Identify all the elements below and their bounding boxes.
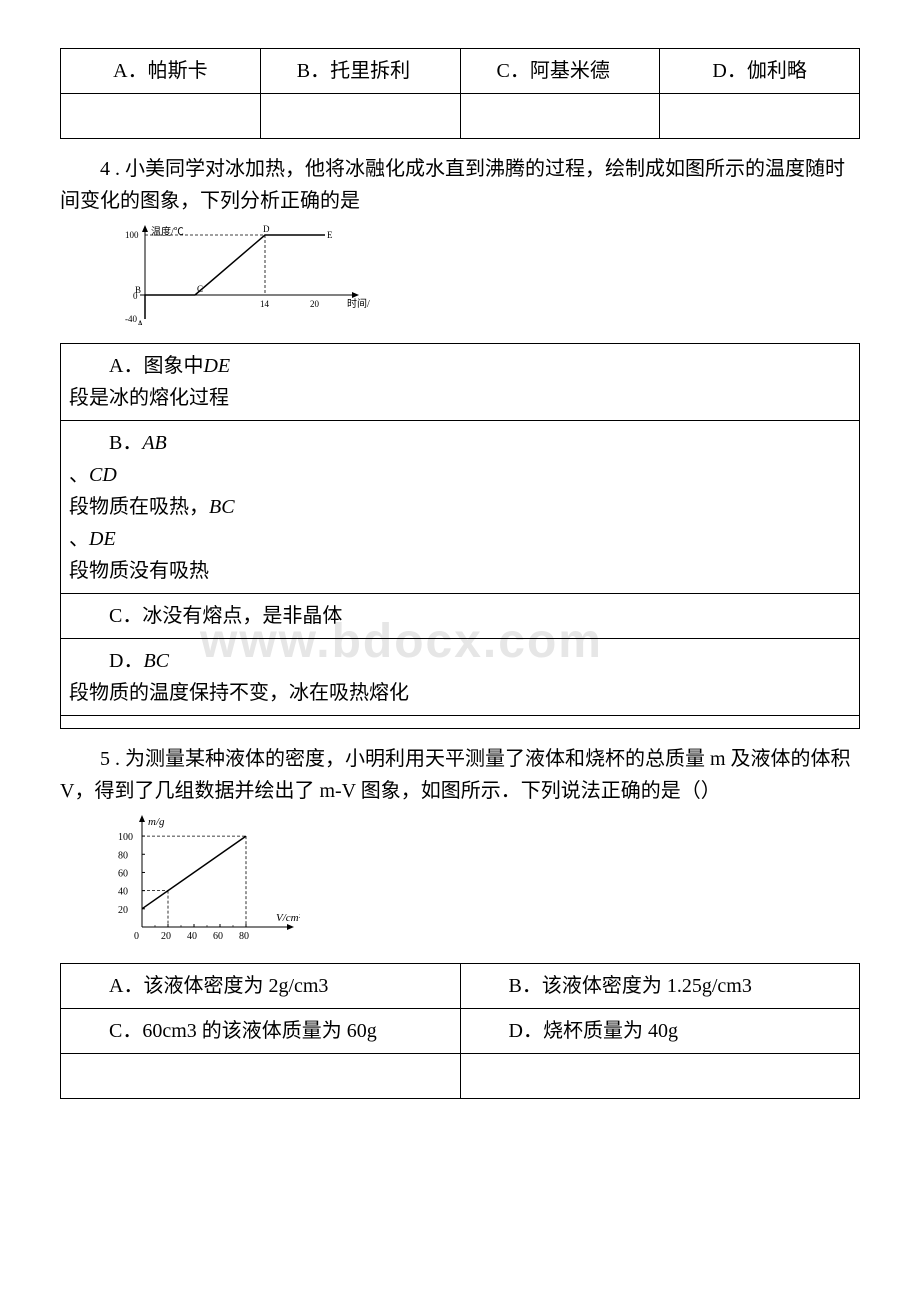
q4-chart: 温度/℃时间/min1000-401420ABCDE [110,225,840,335]
q3-opt-b: B．托里拆利 [260,49,460,94]
q3-opt-d: D．伽利略 [660,49,860,94]
svg-text:E: E [327,230,333,240]
q4-text: 4 . 小美同学对冰加热，他将冰融化成水直到沸腾的过程，绘制成如图所示的温度随时… [60,153,860,217]
empty-cell [260,94,460,139]
q5-opt-d: D．烧杯质量为 40g [460,1009,860,1054]
q5-options-table: A．该液体密度为 2g/cm3 B．该液体密度为 1.25g/cm3 C．60c… [60,963,860,1099]
empty-cell [61,94,261,139]
svg-text:80: 80 [118,850,128,861]
svg-text:20: 20 [118,905,128,916]
q5-opt-b: B．该液体密度为 1.25g/cm3 [460,964,860,1009]
empty-cell [61,716,860,729]
svg-text:0: 0 [134,931,139,942]
svg-text:A: A [137,319,144,325]
svg-text:B: B [135,285,141,295]
q4-opt-b: B．AB 、CD 段物质在吸热，BC 、DE 段物质没有吸热 [61,421,860,594]
svg-text:80: 80 [239,931,249,942]
svg-text:D: D [263,225,270,234]
q5-opt-c: C．60cm3 的该液体质量为 60g [61,1009,461,1054]
svg-text:时间/min: 时间/min [347,297,370,310]
q4-options-table: A．图象中DE 段是冰的熔化过程 B．AB 、CD 段物质在吸热，BC 、DE … [60,343,860,729]
svg-text:60: 60 [213,931,223,942]
q3-opt-a: A．帕斯卡 [61,49,261,94]
svg-text:100: 100 [118,832,133,843]
svg-text:40: 40 [118,887,128,898]
q5-text: 5 . 为测量某种液体的密度，小明利用天平测量了液体和烧杯的总质量 m 及液体的… [60,743,860,807]
empty-cell [460,94,660,139]
q5-opt-a: A．该液体密度为 2g/cm3 [61,964,461,1009]
q3-opt-c: C．阿基米德 [460,49,660,94]
svg-text:60: 60 [118,868,128,879]
empty-cell [660,94,860,139]
q4-opt-a: A．图象中DE 段是冰的熔化过程 [61,344,860,421]
svg-text:C: C [197,284,203,294]
q5-chart: m/g V/cm³ 0 20 40 60 80 100 20 40 60 80 [110,815,840,955]
svg-text:V/cm³: V/cm³ [276,912,300,924]
svg-text:40: 40 [187,931,197,942]
svg-text:-40: -40 [125,314,137,324]
q3-options-table: A．帕斯卡 B．托里拆利 C．阿基米德 D．伽利略 [60,48,860,139]
svg-text:20: 20 [161,931,171,942]
svg-text:m/g: m/g [148,816,165,828]
svg-text:温度/℃: 温度/℃ [151,225,184,238]
svg-text:100: 100 [125,230,139,240]
svg-text:14: 14 [260,299,270,309]
empty-cell [460,1054,860,1099]
q4-opt-d: D．BC 段物质的温度保持不变，冰在吸热熔化 [61,639,860,716]
q4-opt-c: C．冰没有熔点，是非晶体 [61,594,860,639]
svg-text:20: 20 [310,299,320,309]
empty-cell [61,1054,461,1099]
